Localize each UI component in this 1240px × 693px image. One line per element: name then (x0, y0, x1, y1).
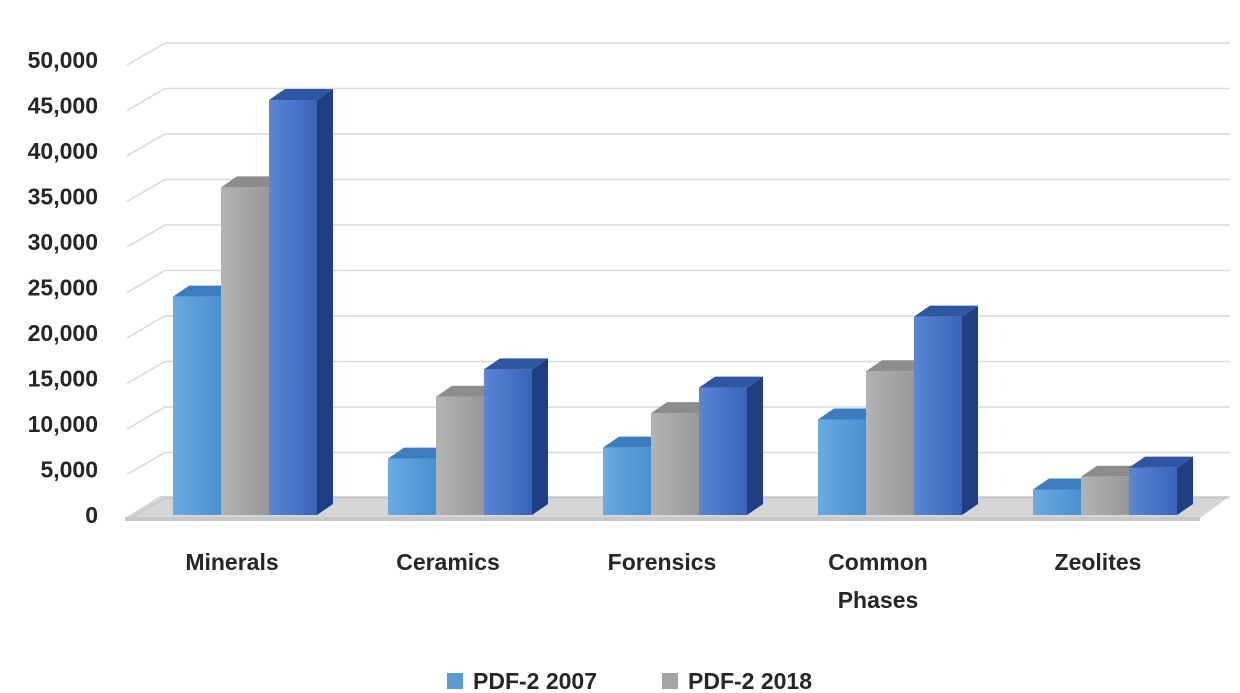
x-category-label: Zeolites (1055, 549, 1142, 575)
bar-side (1177, 456, 1193, 515)
bar-front (269, 100, 317, 515)
category-labels: Minerals Ceramics Forensics Common Phases Zeo… (185, 549, 1141, 613)
legend-label: PDF-2 2018 (688, 668, 812, 693)
legend-label: PDF-2 2007 (473, 668, 597, 693)
bar-top (484, 358, 548, 370)
bar-side (747, 376, 763, 515)
bar-front (436, 396, 484, 515)
bar-front (818, 419, 866, 515)
bar-common-phases-series-3 (914, 305, 978, 515)
bars (173, 89, 1193, 515)
legend-swatch (662, 673, 678, 689)
bar-front (603, 447, 651, 515)
bar-front (1033, 489, 1081, 515)
bar-zeolites-series-3 (1129, 456, 1193, 515)
gridline-diagonal (126, 269, 166, 294)
bar-forensics-series-3 (699, 376, 763, 515)
bar-side (532, 358, 548, 515)
y-tick-label: 10,000 (28, 411, 98, 437)
bar-front (173, 296, 221, 515)
y-tick-label: 25,000 (28, 275, 98, 301)
x-category-label: Minerals (185, 549, 278, 575)
y-tick-label: 20,000 (28, 320, 98, 346)
legend-item-2: PDF-2 2018 (662, 668, 812, 693)
bar-front (388, 458, 436, 515)
x-category-label: Ceramics (396, 549, 500, 575)
x-category-label: Forensics (608, 549, 717, 575)
bar-top (269, 89, 333, 101)
gridline-diagonal (126, 360, 166, 385)
y-tick-label: 0 (85, 502, 98, 528)
bar-side (317, 89, 333, 515)
y-tick-label: 45,000 (28, 93, 98, 119)
gridline-diagonal (126, 406, 166, 430)
bar-top (1129, 456, 1193, 468)
gridline-diagonal (126, 224, 166, 248)
bar-front (651, 413, 699, 515)
bar-top (699, 376, 763, 388)
legend-swatch (447, 673, 463, 689)
y-tick-label: 40,000 (28, 138, 98, 164)
gridline-diagonal (126, 42, 166, 66)
y-axis-tick-labels: 0 5,000 10,000 15,000 20,000 25,000 30,000 35,0… (28, 47, 98, 528)
gridline-diagonal (126, 451, 166, 476)
y-tick-label: 30,000 (28, 229, 98, 255)
y-tick-label: 15,000 (28, 366, 98, 392)
bar-front (699, 387, 747, 515)
gridline-diagonal (126, 87, 166, 112)
bar-side (962, 305, 978, 515)
bar-ceramics-series-3 (484, 358, 548, 515)
floor-edge (125, 517, 1200, 521)
y-tick-label: 5,000 (40, 457, 98, 483)
legend-item-1: PDF-2 2007 (447, 668, 597, 693)
legend: PDF-2 2007 PDF-2 2018 (447, 668, 812, 693)
bar-front (484, 369, 532, 515)
bar-front (914, 316, 962, 515)
y-tick-label: 50,000 (28, 47, 98, 73)
bar-front (221, 187, 269, 515)
gridline-diagonal (126, 315, 166, 339)
bar-front (1081, 476, 1129, 515)
gridline-diagonal (126, 133, 166, 157)
x-category-label: Common Phases (828, 549, 928, 613)
bar-top (914, 305, 978, 317)
bar-front (866, 371, 914, 515)
bar-minerals-series-3 (269, 89, 333, 515)
y-tick-label: 35,000 (28, 184, 98, 210)
bar-front (1129, 467, 1177, 515)
gridline-diagonal (126, 178, 166, 203)
